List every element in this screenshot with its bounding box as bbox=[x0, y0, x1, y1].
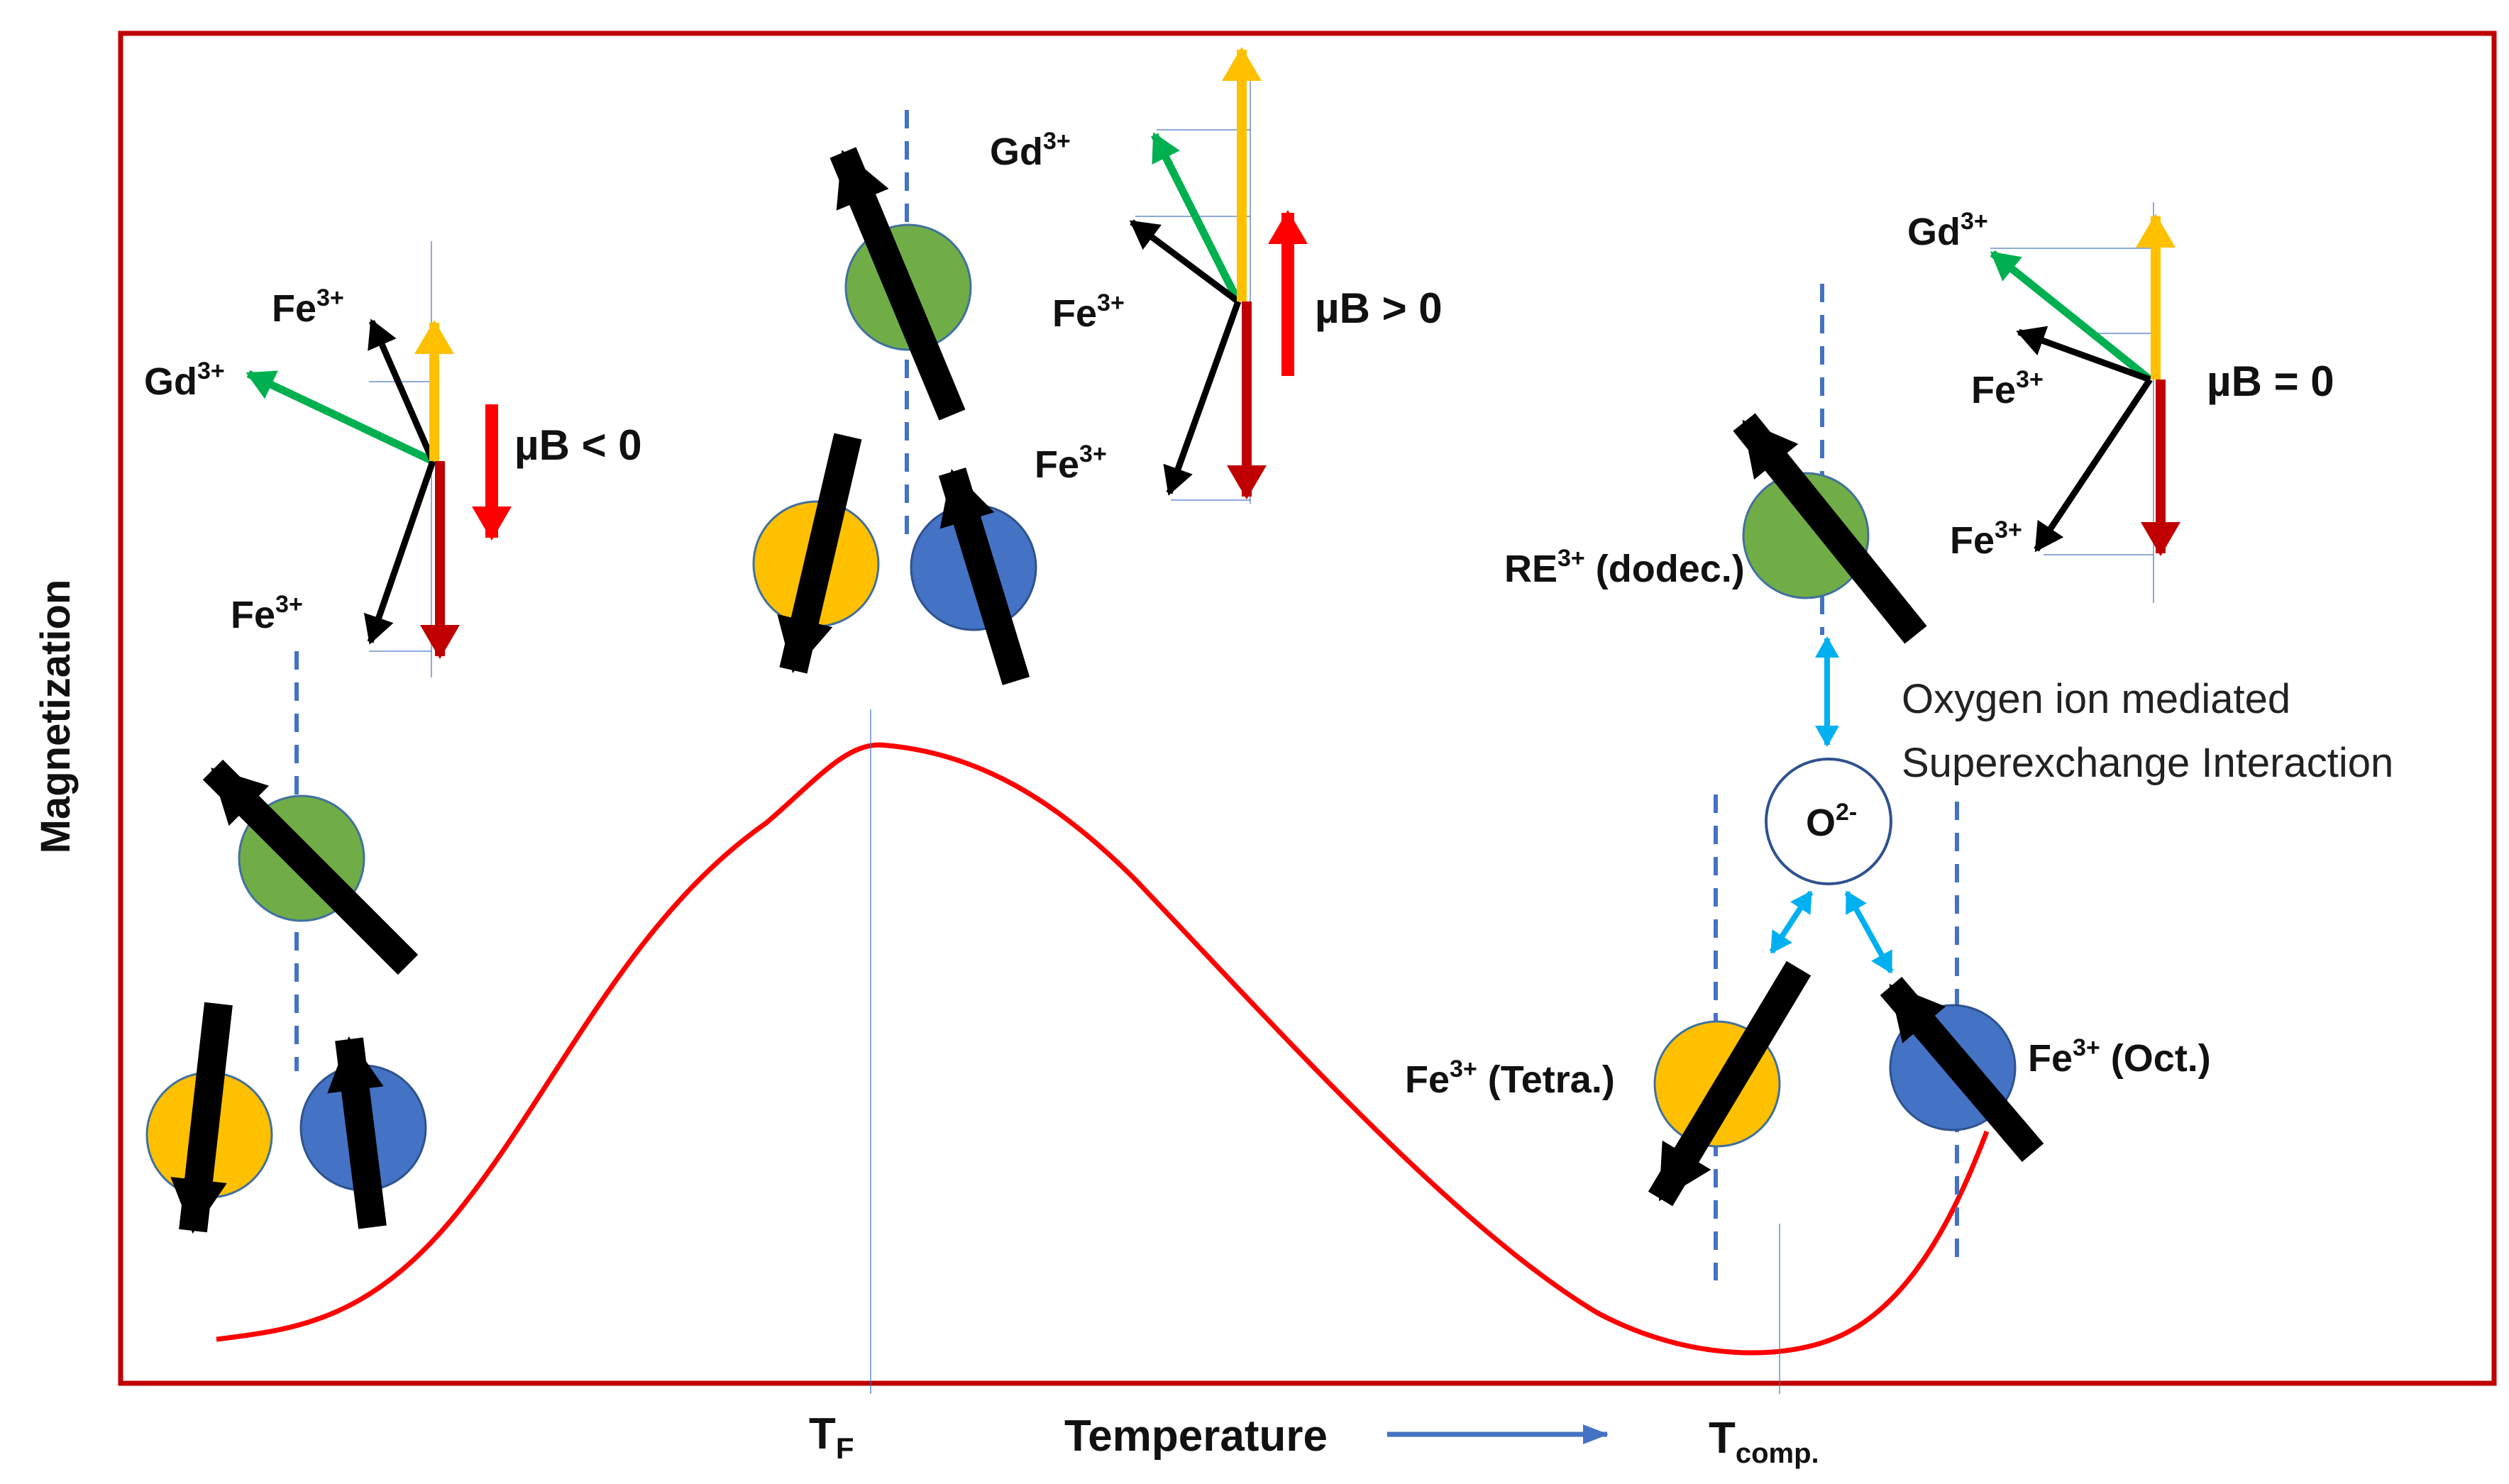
oxygen-ion bbox=[1765, 758, 1892, 885]
gd-moment-vector bbox=[1990, 250, 2153, 383]
fe-moment-vector bbox=[1129, 219, 1240, 304]
fe-moment-vector bbox=[2016, 326, 2151, 383]
green-ion bbox=[1742, 472, 1870, 599]
spin-arrow bbox=[829, 147, 966, 421]
svg-text:Fe3+: Fe3+ bbox=[1052, 289, 1125, 335]
superexchange-note-line2: Superexchange Interaction bbox=[1902, 740, 2393, 786]
gd-moment-vector bbox=[246, 370, 435, 465]
svg-text:Fe3+: Fe3+ bbox=[1950, 516, 2022, 562]
fe-oct-label: Fe3+ (Oct.) bbox=[2028, 1034, 2211, 1080]
svg-text:Fe3+: Fe3+ bbox=[1971, 366, 2044, 411]
mu-b-label: µB > 0 bbox=[1315, 284, 1443, 332]
svg-text:Fe3+: Fe3+ bbox=[231, 591, 303, 636]
tf-label: TF bbox=[809, 1410, 854, 1465]
fe-moment-vector bbox=[2034, 377, 2153, 553]
mu-b-label: µB = 0 bbox=[2207, 358, 2334, 405]
spin-arrow bbox=[327, 1036, 387, 1229]
spin-arrow bbox=[1733, 413, 1927, 644]
spin-cluster-comp: O2- bbox=[1648, 284, 2044, 1280]
plot-frame bbox=[118, 31, 2497, 1386]
svg-text:Gd3+: Gd3+ bbox=[990, 128, 1071, 173]
tcomp-label: Tcomp. bbox=[1709, 1414, 1819, 1469]
y-axis-label: Magnetization bbox=[33, 580, 79, 854]
oxygen-label: O2- bbox=[1806, 799, 1857, 844]
x-axis-label: Temperature bbox=[1064, 1412, 1328, 1461]
spin-arrow bbox=[1880, 977, 2044, 1162]
svg-text:Fe3+: Fe3+ bbox=[1035, 441, 1107, 486]
mu-b-label: µB < 0 bbox=[514, 421, 642, 469]
spin-cluster-tf bbox=[752, 110, 1037, 685]
svg-text:Gd3+: Gd3+ bbox=[1907, 208, 1988, 253]
spin-arrow bbox=[170, 1002, 233, 1234]
superexchange-note-line1: Oxygen ion mediated bbox=[1902, 676, 2290, 722]
magnetization-curve bbox=[216, 742, 1990, 1356]
fe-moment-vector bbox=[363, 460, 436, 645]
fe-moment-vector bbox=[368, 319, 436, 463]
cyan-double-arrow bbox=[1844, 890, 1894, 974]
fe-moment-vector bbox=[1163, 300, 1242, 496]
vector-diagram-low: Fe3+ Gd3+ Fe3+ µB < 0 bbox=[144, 241, 642, 677]
spin-arrow bbox=[938, 467, 1030, 685]
spin-arrow bbox=[202, 759, 419, 975]
spin-cluster-low bbox=[145, 651, 427, 1234]
re-dodec-label: RE3+ (dodec.) bbox=[1504, 545, 1745, 590]
cyan-double-arrow bbox=[1769, 890, 1814, 954]
svg-text:Fe3+: Fe3+ bbox=[272, 284, 344, 330]
spin-arrow bbox=[777, 433, 862, 674]
vector-diagram-comp: Gd3+ Fe3+ Fe3+ µB = 0 bbox=[1907, 202, 2334, 603]
svg-text:Gd3+: Gd3+ bbox=[144, 358, 225, 403]
vector-diagram-tf: Gd3+ Fe3+ Fe3+ µB > 0 bbox=[990, 47, 1443, 504]
spin-arrow bbox=[1648, 960, 1812, 1207]
gd-moment-vector bbox=[1151, 132, 1242, 304]
fe-tetra-label: Fe3+ (Tetra.) bbox=[1405, 1056, 1615, 1101]
